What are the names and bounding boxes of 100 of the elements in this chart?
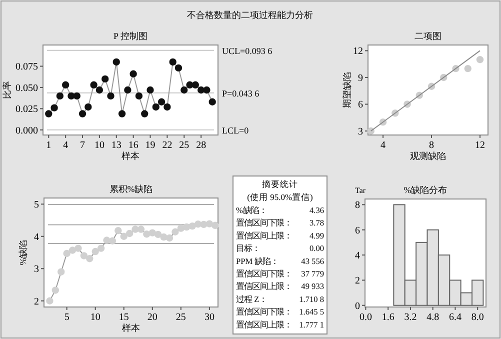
y-tick-label: 2 <box>355 276 360 287</box>
annotation: P=0.043 6 <box>222 88 260 98</box>
y-tick-label: 4 <box>355 250 360 262</box>
x-tick-label: 13 <box>111 140 122 151</box>
text: 37 779 <box>301 270 324 278</box>
chart-title: 二项图 <box>414 31 442 41</box>
x-tick-label: 30 <box>204 312 214 323</box>
point <box>74 244 82 252</box>
point <box>172 228 179 236</box>
point <box>120 232 128 240</box>
y-tick-label: 0.000 <box>16 125 38 136</box>
point <box>164 103 171 111</box>
point <box>46 297 54 304</box>
text: 3.78 <box>309 218 324 228</box>
point <box>464 64 472 72</box>
x-tick-label: 16 <box>128 140 138 151</box>
point <box>154 230 162 238</box>
x-tick-label: 6.4 <box>448 312 462 323</box>
y-axis-title: 比率 <box>2 81 12 99</box>
text: %缺陷： <box>236 206 267 215</box>
text: 置信区间上限： <box>236 231 292 240</box>
point <box>118 110 126 118</box>
text: 1.710 8 <box>299 294 324 304</box>
point <box>63 250 70 258</box>
y-tick-label: 3 <box>34 264 39 276</box>
text: (使用 95.0%置信) <box>247 192 314 202</box>
x-tick-label: 1.6 <box>382 312 394 323</box>
point <box>166 234 174 242</box>
point <box>143 230 150 238</box>
x-tick-label: 12 <box>475 140 485 151</box>
point <box>114 226 122 234</box>
point <box>78 110 86 118</box>
point <box>73 92 80 100</box>
chart-title: P 控制图 <box>114 31 148 41</box>
point <box>137 226 145 233</box>
x-tick-label: 4 <box>380 140 386 151</box>
text: 摘要统计 <box>262 179 298 189</box>
x-axis-title: 观测缺陷 <box>410 151 446 161</box>
y-axis-title: %缺陷 <box>18 240 28 266</box>
point <box>50 104 58 112</box>
text: 1.645 5 <box>299 308 324 317</box>
point <box>84 103 92 111</box>
x-tick-label: 8.0 <box>471 312 484 323</box>
text: 49 933 <box>301 282 324 292</box>
point <box>112 58 120 66</box>
point <box>52 286 60 294</box>
point <box>208 98 216 106</box>
point <box>188 222 196 230</box>
x-tick-label: 15 <box>118 312 129 323</box>
y-tick-label: 8 <box>355 200 360 212</box>
x-tick-label: 22 <box>162 140 172 151</box>
point <box>90 81 98 89</box>
x-tick-label: 10 <box>90 312 100 323</box>
text: 目标： <box>236 244 260 254</box>
x-tick-label: 19 <box>145 140 156 151</box>
y-tick-label: 9 <box>358 72 363 84</box>
point <box>108 237 116 244</box>
text: 置信区间上限： <box>236 282 292 292</box>
point <box>212 222 219 230</box>
text: 置信区间下限： <box>236 308 292 317</box>
x-tick-label: 5 <box>64 312 70 323</box>
x-tick-label: 1 <box>46 140 52 151</box>
y-tick-label: 4 <box>34 232 39 243</box>
point <box>206 220 214 228</box>
point <box>152 103 160 111</box>
y-tick-label: 3 <box>358 126 363 138</box>
x-tick-label: 3.2 <box>404 312 417 323</box>
point <box>92 248 99 256</box>
text: 4.99 <box>309 231 324 240</box>
point <box>45 110 52 118</box>
text: 4.36 <box>309 206 324 215</box>
point <box>158 98 166 106</box>
point <box>124 86 132 94</box>
point <box>192 81 200 89</box>
ref-line-label: LCL=0 <box>222 125 250 136</box>
point <box>130 70 137 78</box>
x-axis-title: 样本 <box>122 151 140 161</box>
text: 置信区间下限： <box>236 218 292 228</box>
point <box>107 92 114 100</box>
x-tick-label: 7 <box>80 140 86 151</box>
chart-title: 累积%缺陷 <box>109 184 153 194</box>
point <box>101 75 109 83</box>
x-tick-label: 10 <box>94 140 104 151</box>
point <box>169 58 176 66</box>
x-tick-label: 8 <box>429 140 434 151</box>
y-tick-label: 12 <box>353 46 363 58</box>
point <box>62 81 70 89</box>
y-tick-label: 5 <box>34 200 39 211</box>
text: 置信区间上限： <box>236 320 292 330</box>
x-tick-label: 28 <box>196 140 206 151</box>
y-tick-label: 2 <box>34 296 39 308</box>
x-tick-label: 20 <box>147 312 158 323</box>
point <box>56 92 64 100</box>
point <box>141 110 148 118</box>
point <box>58 268 65 276</box>
x-tick-label: 4.8 <box>426 312 440 323</box>
text: 过程 Z： <box>236 294 268 304</box>
text: Tar <box>355 186 366 195</box>
point <box>174 64 182 72</box>
text: 43 556 <box>301 256 324 266</box>
